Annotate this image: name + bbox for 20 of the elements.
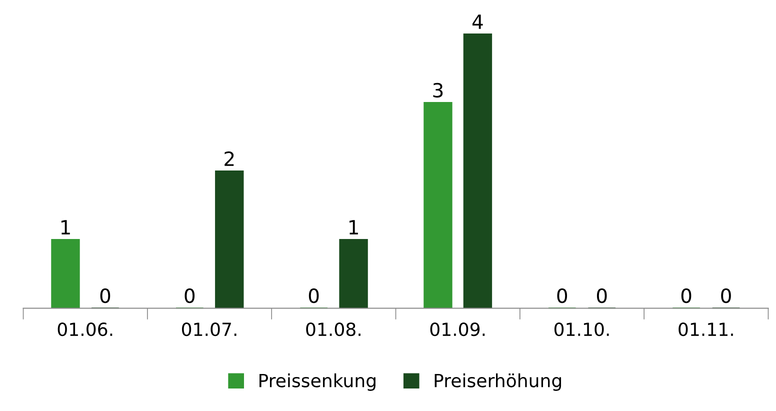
data-label: 2 (224, 151, 234, 166)
data-label: 0 (681, 288, 692, 304)
data-label: 0 (557, 288, 568, 304)
data-label: 0 (184, 288, 195, 304)
data-label: 0 (308, 288, 319, 304)
x-tick-label: 01.07. (182, 322, 236, 336)
data-label: 3 (433, 82, 443, 98)
data-label: 0 (596, 288, 607, 304)
x-tick-label: 01.11. (678, 322, 733, 336)
legend-label: Preissenkung (260, 373, 376, 391)
x-tick-label: 01.09. (430, 322, 485, 336)
x-tick-label: 01.10. (554, 322, 609, 336)
data-label: 1 (61, 220, 70, 234)
data-label: 1 (349, 220, 358, 234)
x-tick-label: 01.06. (58, 322, 112, 336)
data-label: 0 (100, 288, 110, 304)
legend-label: Preiserhöhung (434, 373, 562, 391)
x-tick-label: 01.08. (306, 322, 360, 336)
data-label: 0 (721, 288, 731, 304)
data-label: 4 (472, 14, 483, 29)
